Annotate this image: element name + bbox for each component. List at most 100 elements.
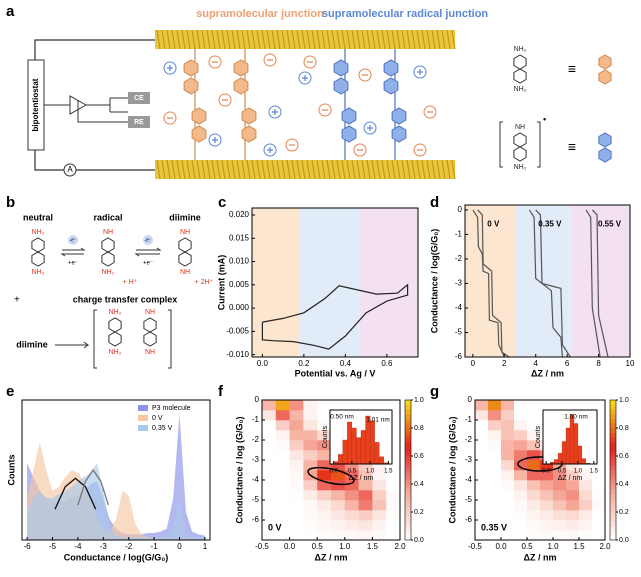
electrode-stripe	[246, 29, 251, 50]
colorbar-step	[610, 446, 616, 452]
heat-cell	[501, 480, 515, 491]
electrode-stripe	[411, 159, 416, 180]
heat-cell	[344, 520, 359, 531]
electrode-stripe	[286, 29, 291, 50]
x-tick-label: -6	[24, 542, 32, 551]
legend-swatch	[138, 415, 148, 421]
heat-cell	[262, 430, 277, 441]
gold-electrode	[155, 160, 455, 179]
heat-cell	[514, 500, 528, 511]
heat-cell	[262, 450, 277, 461]
heat-cell	[317, 450, 332, 461]
legend-label: P3 molecule	[152, 405, 191, 412]
electron-badge	[68, 235, 78, 245]
electrode-stripe	[401, 159, 406, 180]
heat-cell	[386, 510, 401, 521]
potential-band	[465, 205, 516, 357]
heat-cell	[540, 500, 554, 511]
heat-cell	[358, 490, 373, 501]
electrode-stripe	[236, 29, 241, 50]
colorbar-label: 0.6	[619, 453, 629, 460]
colorbar-step	[610, 423, 616, 429]
ring	[513, 132, 527, 148]
colorbar-step	[610, 404, 616, 410]
colorbar-step	[405, 465, 411, 471]
heat-cell	[262, 420, 277, 431]
heat-cell	[475, 500, 489, 511]
electrode-stripe	[206, 159, 211, 180]
inset-y-label: Counts	[322, 425, 329, 448]
heat-cell	[317, 500, 332, 511]
x-tick-label: 0.5	[558, 469, 567, 475]
heat-cell	[372, 400, 387, 411]
heat-cell	[501, 410, 515, 421]
species-label: radical	[93, 212, 122, 222]
electrode-stripe	[316, 159, 321, 180]
heat-cell	[514, 420, 528, 431]
heat-cell	[501, 430, 515, 441]
electrode-stripe	[341, 29, 346, 50]
ring	[598, 69, 612, 85]
x-tick-label: 1.0	[547, 542, 559, 551]
heat-cell	[289, 500, 304, 511]
panel-label: b	[6, 194, 15, 211]
heat-cell	[540, 490, 554, 501]
ring	[31, 237, 45, 253]
electrode-stripe	[186, 159, 191, 180]
heat-cell	[475, 460, 489, 471]
x-tick-label: 1.0	[574, 469, 583, 475]
heat-cell	[592, 430, 606, 441]
heat-cell	[386, 440, 401, 451]
heat-cell	[514, 460, 528, 471]
x-axis-label: ΔZ / nm	[531, 368, 564, 378]
heat-cell	[386, 520, 401, 531]
heat-cell	[488, 530, 502, 541]
colorbar-step	[405, 530, 411, 536]
colorbar-step	[610, 437, 616, 443]
heat-cell	[303, 500, 318, 511]
ring	[341, 125, 357, 143]
heat-cell	[488, 460, 502, 471]
heat-cell	[514, 530, 528, 541]
electrode-stripe	[336, 159, 341, 180]
trace	[261, 283, 409, 350]
colorbar-step	[610, 507, 616, 513]
electrode-stripe	[446, 29, 451, 50]
heat-cell	[553, 400, 567, 411]
electrode-stripe	[371, 159, 376, 180]
electrode-stripe	[201, 29, 206, 50]
heat-cell	[331, 480, 346, 491]
heat-cell	[386, 470, 401, 481]
x-tick-label: -2	[125, 542, 133, 551]
colorbar-step	[610, 428, 616, 433]
amine-label: NH₂	[514, 46, 527, 53]
y-tick-label: -3	[465, 455, 473, 464]
heat-cell	[475, 410, 489, 421]
x-tick-label: 2	[502, 359, 507, 368]
heat-cell	[501, 490, 515, 501]
heat-cell	[527, 440, 541, 451]
colorbar-label: 0.0	[619, 537, 629, 544]
colorbar-step	[405, 456, 411, 461]
colorbar-step	[405, 432, 411, 438]
heat-cell	[289, 520, 304, 531]
heat-cell	[475, 470, 489, 481]
plus-sign: +	[14, 295, 20, 306]
electrode-stripe	[311, 159, 316, 180]
heat-cell	[358, 470, 373, 481]
colorbar-step	[610, 493, 616, 499]
y-tick-label: -1	[455, 230, 463, 239]
heat-cell	[566, 500, 580, 511]
heat-cell	[303, 460, 318, 471]
ring	[183, 77, 199, 95]
electrode-stripe	[231, 29, 236, 50]
heat-cell	[527, 520, 541, 531]
re-label: RE	[134, 119, 144, 126]
electrode-stripe	[201, 159, 206, 180]
heat-cell	[331, 400, 346, 411]
heat-cell	[566, 400, 580, 411]
heat-cell	[579, 400, 593, 411]
electrode-stripe	[191, 159, 196, 180]
electrode-stripe	[451, 29, 456, 50]
colorbar-step	[405, 535, 411, 541]
